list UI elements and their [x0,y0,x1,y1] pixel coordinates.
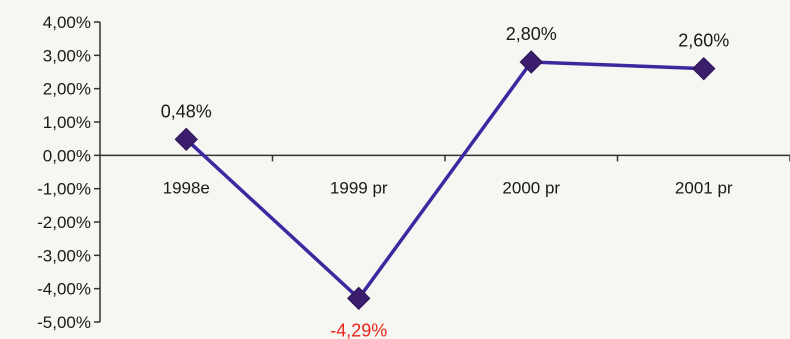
series [174,50,716,311]
y-tick-label: 0,00% [43,146,91,165]
y-tick-label: -4,00% [37,280,91,299]
y-tick-label: -5,00% [37,313,91,332]
data-point-marker [174,127,198,152]
y-tick-label: -1,00% [37,180,91,199]
x-category-label: 2000 pr [502,178,560,197]
data-point-marker [692,56,716,81]
y-tick-label: -2,00% [37,213,91,232]
data-point-marker [347,286,371,311]
x-axis: 1998e 1999 pr 2000 pr 2001 pr [100,154,790,197]
y-tick-label: 1,00% [43,113,91,132]
y-tick-label: 4,00% [43,13,91,32]
y-tick-label: -3,00% [37,246,91,265]
data-labels: 0,48% -4,29% 2,80% 2,60% [161,24,730,339]
x-category-label: 1999 pr [330,178,388,197]
x-category-label: 1998e [163,178,210,197]
data-point-marker [519,50,543,74]
x-category-label: 2001 pr [675,178,733,197]
data-label: -4,29% [330,320,387,339]
y-tick-label: 2,00% [43,80,91,99]
y-tick-label: 3,00% [43,46,91,65]
data-label: 0,48% [161,101,212,121]
series-line [185,60,704,301]
data-label: 2,60% [678,31,729,51]
y-axis: 4,00% 3,00% 2,00% 1,00% 0,00% -1,00% -2,00% -3,… [37,13,101,332]
data-label: 2,80% [506,24,557,44]
